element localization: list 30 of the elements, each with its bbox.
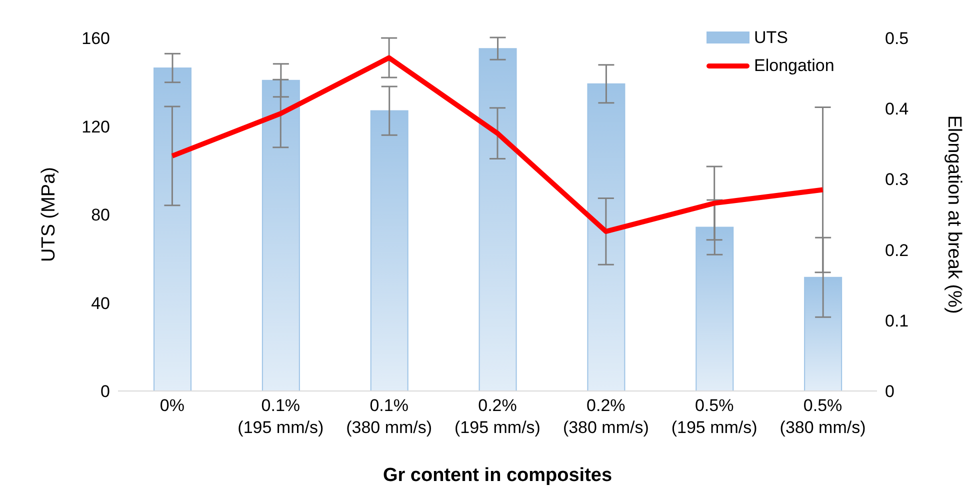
bar [587,83,626,391]
y2-tick-label: 0.5 [885,29,909,48]
x-tick-label: 0.1% (195 mm/s) [238,396,324,437]
y2-axis-title: Elongation at break (%) [943,115,964,314]
bar [370,110,408,391]
y-tick-label: 80 [91,206,110,225]
legend-label: UTS [754,28,788,48]
y2-tick-label: 0 [885,382,894,402]
x-tick-label: 0.5% (380 mm/s) [780,396,866,437]
bar [262,80,300,391]
y2-tick-label: 0.1 [885,311,909,330]
x-axis-title: Gr content in composites [382,465,612,486]
x-tick-label: 0.2% (195 mm/s) [454,396,540,437]
x-tick-label: 0% [160,396,185,415]
y-tick-label: 40 [91,294,110,313]
y-axis-title: UTS (MPa) [38,167,60,262]
y2-tick-label: 0.4 [885,100,909,119]
x-tick-label: 0.2% (380 mm/s) [562,396,649,437]
x-tick-label: 0.5% (195 mm/s) [671,396,758,437]
y2-tick-label: 0.2 [885,240,909,260]
x-tick-label: 0.1% (380 mm/s) [346,396,432,437]
bar [154,68,192,391]
bar [478,48,517,391]
legend-label: Elongation [754,56,834,76]
bar [696,226,734,391]
y-tick-label: 160 [82,29,110,48]
y-tick-label: 0 [100,382,110,402]
y2-tick-label: 0.3 [885,170,909,190]
bar [804,276,842,391]
y-tick-label: 120 [82,117,110,136]
